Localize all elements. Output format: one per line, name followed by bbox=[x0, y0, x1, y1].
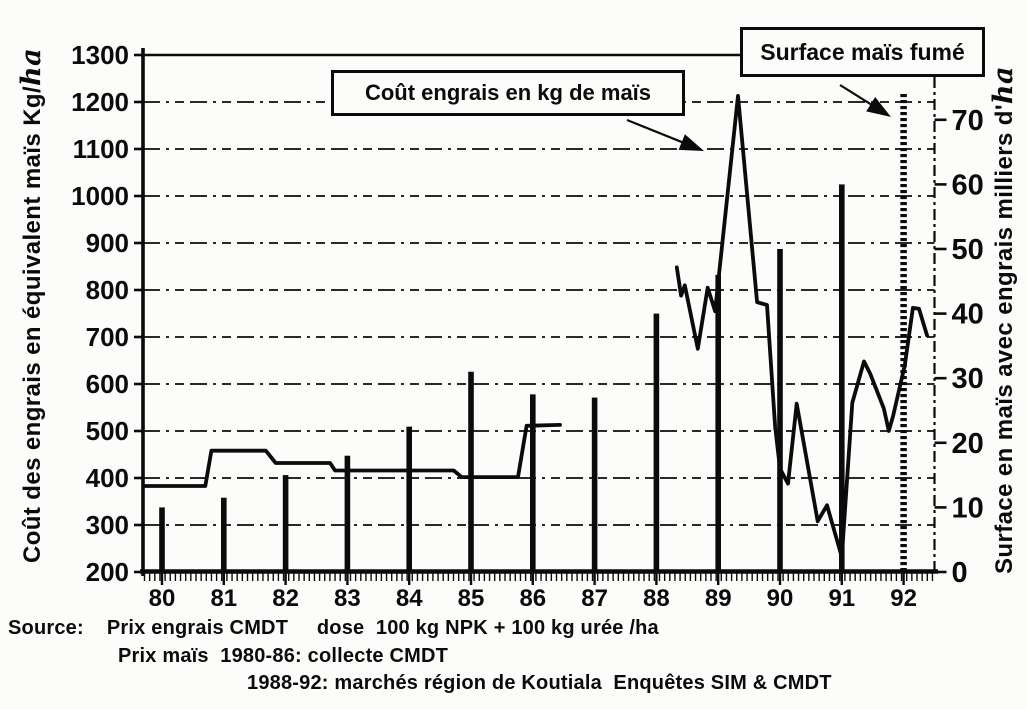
right-tick-label-50: 50 bbox=[952, 234, 984, 266]
left-tick-label-200: 200 bbox=[86, 557, 129, 587]
callout-surface-bar-label: Surface maïs fumé bbox=[740, 27, 985, 77]
year-label-83: 83 bbox=[334, 585, 361, 612]
right-tick-label-70: 70 bbox=[952, 105, 984, 137]
surface-bars bbox=[159, 93, 907, 570]
axes-frame bbox=[140, 48, 938, 576]
right-axis-title-script: ha bbox=[988, 66, 1019, 105]
year-label-92: 92 bbox=[890, 585, 917, 612]
year-label-81: 81 bbox=[210, 585, 237, 612]
left-tick-label-600: 600 bbox=[86, 369, 129, 399]
year-label-89: 89 bbox=[705, 585, 732, 612]
year-label-80: 80 bbox=[149, 585, 176, 612]
right-tick-label-20: 20 bbox=[952, 428, 984, 460]
source-line-3: 1988-92: marchés région de Koutiala Enqu… bbox=[247, 672, 832, 694]
cost-line bbox=[143, 94, 929, 559]
right-tick-label-0: 0 bbox=[952, 557, 968, 589]
right-tick-label-30: 30 bbox=[952, 363, 984, 395]
left-axis-ticks: 200 300 400 500 600 700 800 900 1000 1100 1200 1300 bbox=[71, 40, 143, 587]
bar-1989 bbox=[715, 274, 721, 570]
bar-1991 bbox=[839, 184, 845, 570]
bar-1988 bbox=[653, 313, 660, 570]
left-tick-label-300: 300 bbox=[86, 510, 129, 540]
bar-1980 bbox=[159, 507, 165, 570]
source-line-1: Source: Prix engrais CMDT dose 100 kg NP… bbox=[8, 617, 659, 639]
callout-cost-line-label: Coût engrais en kg de maïs bbox=[331, 70, 685, 116]
left-axis-title-script: ha bbox=[16, 48, 47, 86]
bar-1986 bbox=[530, 394, 536, 570]
left-tick-label-700: 700 bbox=[86, 322, 129, 352]
year-label-84: 84 bbox=[396, 585, 423, 612]
bar-1982 bbox=[282, 475, 289, 570]
left-tick-label-800: 800 bbox=[86, 275, 129, 305]
cost-callout-arrow bbox=[626, 118, 704, 151]
cost-line-segment-2 bbox=[674, 94, 929, 559]
year-label-88: 88 bbox=[643, 585, 670, 612]
left-tick-label-1100: 1100 bbox=[73, 134, 129, 164]
cost-callout-arrow-shaft bbox=[626, 118, 693, 148]
year-label-86: 86 bbox=[519, 585, 546, 612]
right-axis-ticks: 0 10 20 30 40 50 60 70 bbox=[934, 105, 984, 589]
left-axis-title: Coût des engrais en équivalent maïs Kg/h… bbox=[16, 48, 47, 563]
year-label-90: 90 bbox=[767, 585, 794, 612]
x-axis-ticks: 80 81 82 83 84 85 86 87 88 89 90 91 92 bbox=[143, 573, 934, 612]
left-tick-label-500: 500 bbox=[86, 416, 129, 446]
left-tick-label-1300: 1300 bbox=[71, 40, 129, 70]
bar-1987 bbox=[591, 397, 598, 570]
left-tick-label-1000: 1000 bbox=[71, 181, 129, 211]
surface-callout-arrow-head bbox=[866, 97, 891, 117]
bar-1985 bbox=[468, 371, 474, 570]
surface-callout-arrow bbox=[839, 84, 891, 117]
year-label-82: 82 bbox=[272, 585, 299, 612]
right-tick-label-10: 10 bbox=[952, 492, 984, 524]
right-axis-title-text: Surface en maïs avec engrais milliers d' bbox=[991, 104, 1018, 574]
year-label-85: 85 bbox=[458, 585, 485, 612]
left-tick-label-1200: 1200 bbox=[71, 87, 129, 117]
bar-1981 bbox=[221, 497, 227, 570]
cost-line-segment-1 bbox=[143, 423, 562, 488]
cost-callout-arrow-head bbox=[678, 134, 704, 151]
bar-1984 bbox=[406, 426, 412, 570]
left-axis-title-text: Coût des engrais en équivalent maïs Kg/ bbox=[19, 85, 46, 563]
bar-1983 bbox=[344, 455, 351, 570]
right-axis-title: Surface en maïs avec engrais milliers d'… bbox=[988, 66, 1019, 574]
source-line-2: Prix maïs 1980-86: collecte CMDT bbox=[118, 645, 449, 667]
year-label-87: 87 bbox=[581, 585, 608, 612]
left-tick-label-400: 400 bbox=[86, 463, 129, 493]
year-label-91: 91 bbox=[828, 585, 855, 612]
right-tick-label-60: 60 bbox=[952, 169, 984, 201]
bar-1990 bbox=[777, 249, 783, 570]
left-tick-label-900: 900 bbox=[86, 228, 129, 258]
right-tick-label-40: 40 bbox=[952, 299, 984, 331]
gridlines bbox=[143, 101, 935, 526]
